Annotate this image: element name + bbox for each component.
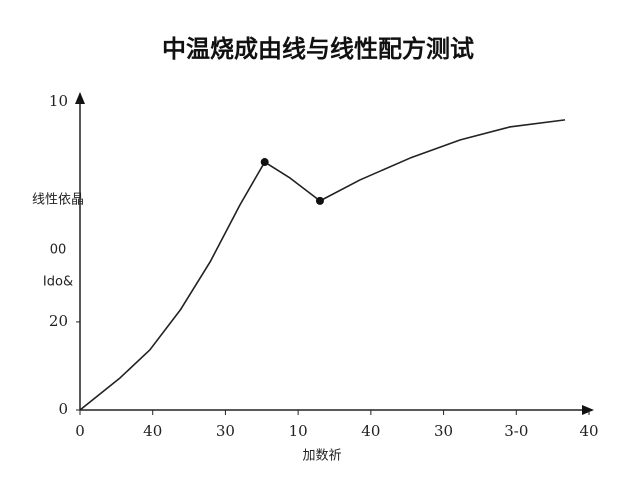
y-tick-label: 10 — [49, 92, 68, 110]
y-tick-label: 20 — [49, 312, 68, 330]
y-axis-label: 线性依晶 — [32, 193, 84, 208]
x-tick-label: 40 — [579, 422, 598, 440]
x-tick-label: 40 — [143, 422, 162, 440]
x-tick-label: 10 — [289, 422, 308, 440]
y-axis-label: Ido& — [43, 275, 73, 290]
x-tick-label: 30 — [216, 422, 235, 440]
x-arrow — [582, 405, 594, 415]
x-tick-label: 40 — [361, 422, 380, 440]
y-axis-label: 00 — [50, 243, 67, 258]
x-tick-label: 30 — [434, 422, 453, 440]
x-tick-label: 0 — [75, 422, 85, 440]
data-line — [79, 119, 566, 411]
x-axis-label: 加数祈 — [302, 449, 341, 464]
y-tick-label: 0 — [58, 400, 68, 418]
x-tick-label: 3-0 — [504, 422, 528, 440]
data-point — [315, 196, 324, 205]
data-point — [260, 158, 269, 167]
y-arrow — [75, 92, 85, 104]
chart-title: 中温烧成由线与线性配方测试 — [162, 35, 474, 63]
